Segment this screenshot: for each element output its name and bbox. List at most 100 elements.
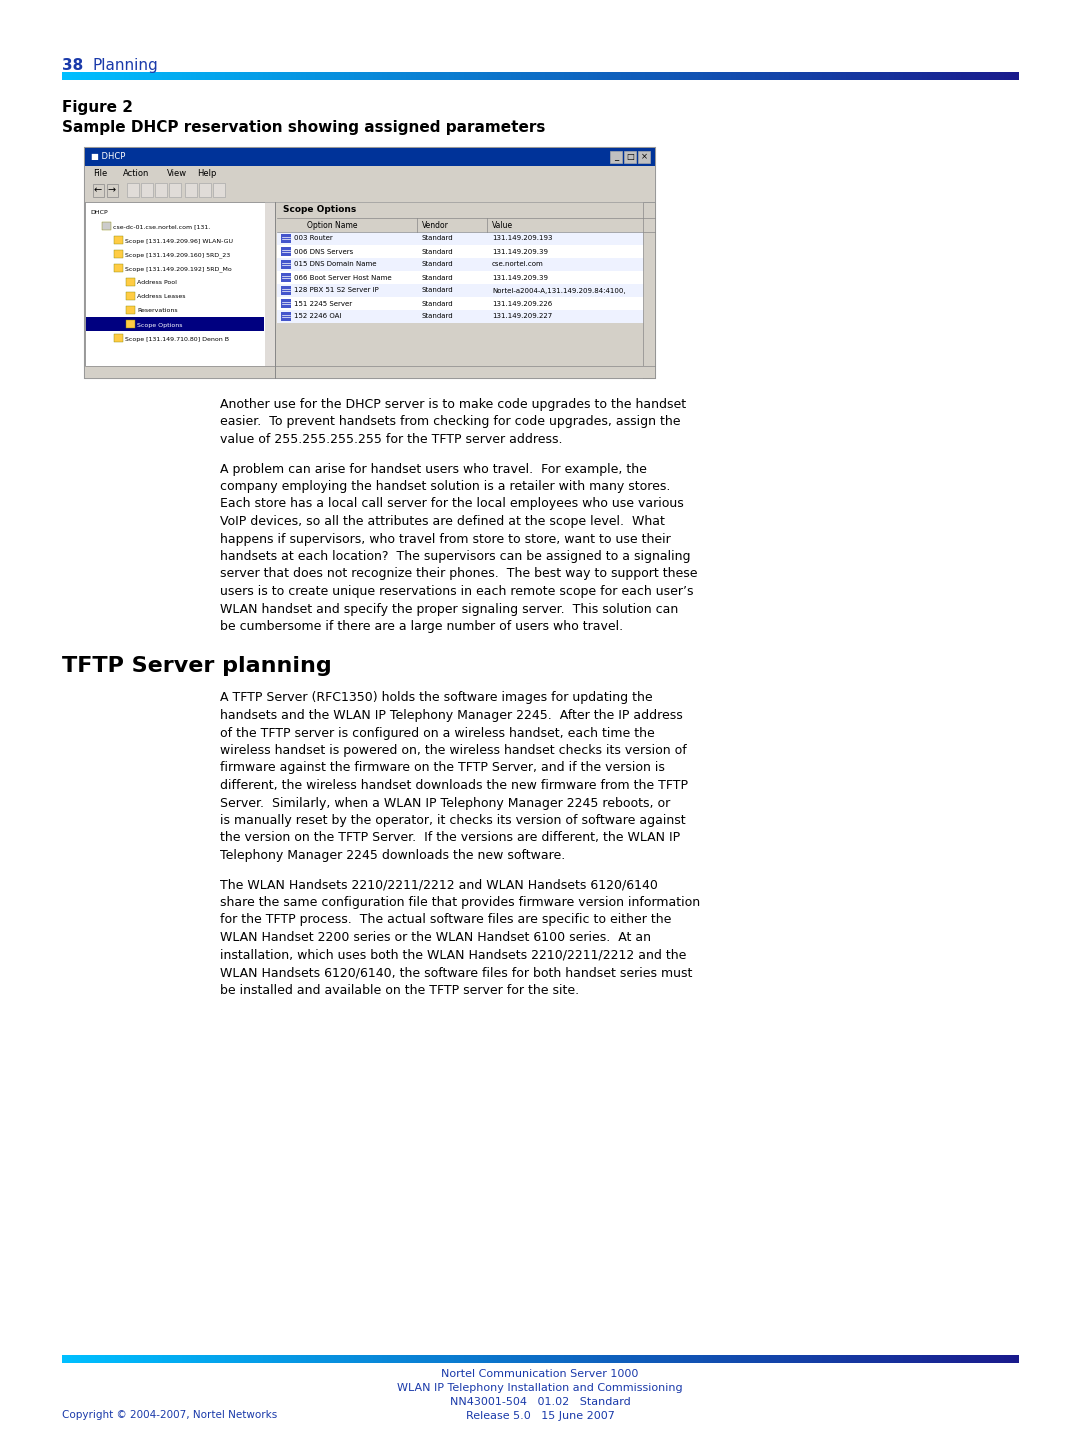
Bar: [492, 1355, 498, 1364]
Bar: [908, 72, 914, 81]
Bar: [420, 72, 427, 81]
Text: Telephony Manager 2245 downloads the new software.: Telephony Manager 2245 downloads the new…: [220, 850, 565, 863]
Text: Scope Options: Scope Options: [137, 323, 183, 327]
Bar: [359, 72, 364, 81]
Bar: [516, 1355, 522, 1364]
Bar: [387, 1355, 393, 1364]
Bar: [727, 72, 732, 81]
Bar: [430, 72, 436, 81]
Bar: [86, 72, 92, 81]
Bar: [688, 72, 694, 81]
Bar: [430, 1355, 436, 1364]
Bar: [650, 1355, 656, 1364]
Bar: [774, 1355, 780, 1364]
Bar: [721, 72, 728, 81]
Bar: [751, 1355, 756, 1364]
Bar: [396, 1355, 403, 1364]
Bar: [138, 1355, 145, 1364]
Bar: [229, 1355, 235, 1364]
Bar: [363, 72, 369, 81]
Bar: [731, 72, 737, 81]
Bar: [234, 1355, 240, 1364]
Bar: [153, 72, 159, 81]
Bar: [85, 366, 654, 377]
Bar: [276, 271, 654, 284]
Bar: [120, 1355, 125, 1364]
Bar: [454, 72, 460, 81]
Bar: [426, 72, 431, 81]
Bar: [989, 1355, 995, 1364]
Bar: [281, 300, 291, 308]
Bar: [477, 1355, 484, 1364]
Bar: [114, 264, 123, 272]
Bar: [497, 1355, 503, 1364]
Bar: [77, 72, 82, 81]
Bar: [186, 1355, 192, 1364]
Bar: [262, 72, 269, 81]
Bar: [966, 72, 971, 81]
Bar: [483, 1355, 488, 1364]
Bar: [126, 320, 135, 328]
Bar: [693, 72, 699, 81]
Text: easier.  To prevent handsets from checking for code upgrades, assign the: easier. To prevent handsets from checkin…: [220, 416, 680, 429]
Bar: [645, 72, 651, 81]
Bar: [177, 1355, 183, 1364]
Text: Standard: Standard: [422, 249, 454, 255]
Bar: [994, 72, 1000, 81]
Bar: [296, 72, 302, 81]
Bar: [292, 72, 297, 81]
Bar: [951, 1355, 957, 1364]
Text: _: _: [613, 153, 618, 161]
Bar: [378, 72, 383, 81]
Bar: [927, 1355, 933, 1364]
Bar: [966, 1355, 971, 1364]
Bar: [822, 1355, 827, 1364]
Bar: [67, 72, 72, 81]
Bar: [359, 1355, 364, 1364]
Bar: [107, 184, 118, 197]
Bar: [278, 72, 283, 81]
Bar: [674, 1355, 679, 1364]
Bar: [320, 1355, 326, 1364]
Bar: [306, 72, 311, 81]
Bar: [219, 1355, 226, 1364]
Bar: [410, 1355, 417, 1364]
Bar: [127, 183, 139, 197]
Bar: [516, 72, 522, 81]
Bar: [449, 72, 455, 81]
Bar: [846, 72, 852, 81]
Text: Scope Options: Scope Options: [283, 206, 356, 215]
Bar: [798, 72, 804, 81]
Bar: [248, 1355, 254, 1364]
Bar: [86, 317, 264, 331]
Bar: [626, 1355, 632, 1364]
Bar: [611, 1355, 618, 1364]
Bar: [282, 72, 287, 81]
Bar: [583, 72, 589, 81]
Text: be installed and available on the TFTP server for the site.: be installed and available on the TFTP s…: [220, 984, 579, 996]
Text: company employing the handset solution is a retailer with many stores.: company employing the handset solution i…: [220, 480, 671, 492]
Bar: [684, 72, 689, 81]
Bar: [956, 1355, 961, 1364]
Bar: [126, 307, 135, 314]
Bar: [435, 72, 441, 81]
Bar: [951, 72, 957, 81]
Bar: [229, 72, 235, 81]
Bar: [239, 72, 245, 81]
Text: Scope [131.149.710.80] Denon B: Scope [131.149.710.80] Denon B: [125, 337, 229, 341]
Bar: [573, 1355, 579, 1364]
Bar: [559, 72, 565, 81]
Bar: [105, 72, 111, 81]
Bar: [449, 1355, 455, 1364]
Bar: [281, 312, 291, 321]
Bar: [861, 1355, 866, 1364]
Bar: [980, 1355, 986, 1364]
Bar: [660, 1355, 665, 1364]
Text: Standard: Standard: [422, 288, 454, 294]
Bar: [540, 1355, 545, 1364]
Text: ×: ×: [640, 153, 648, 161]
Bar: [272, 1355, 278, 1364]
Bar: [473, 72, 478, 81]
Bar: [678, 72, 685, 81]
Text: The WLAN Handsets 2210/2211/2212 and WLAN Handsets 6120/6140: The WLAN Handsets 2210/2211/2212 and WLA…: [220, 878, 658, 891]
